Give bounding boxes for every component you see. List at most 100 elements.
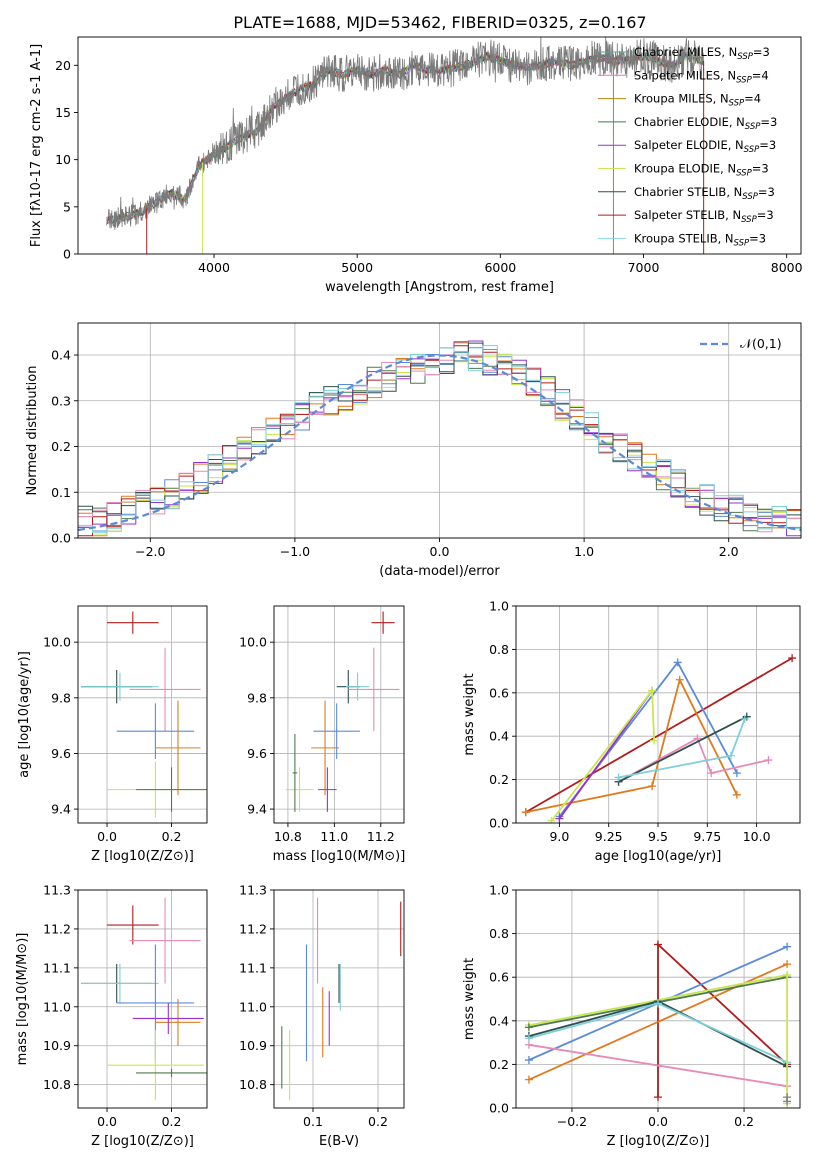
x-axis-label: Z [log10(Z/Z⊙)] bbox=[607, 1134, 710, 1149]
x-tick-label: 0.2 bbox=[162, 1114, 182, 1129]
y-axis-label: Normed distribution bbox=[25, 366, 40, 496]
y-tick-label: 15 bbox=[55, 105, 71, 120]
series-marker bbox=[740, 714, 749, 723]
plot-area bbox=[281, 897, 402, 1101]
x-tick-label: 9.25 bbox=[595, 829, 623, 844]
chart-age-vs-Z: 0.0 0.2 9.4 9.6 9.8 10.0 Z [log10(Z/Z⊙)] age [l… bbox=[17, 605, 208, 864]
series-marker bbox=[524, 1023, 533, 1032]
y-tick-label: 9.8 bbox=[51, 690, 71, 705]
x-tick-label: 6000 bbox=[484, 260, 516, 275]
y-tick-label: 0.6 bbox=[489, 685, 509, 700]
figure-title: PLATE=1688, MJD=53462, FIBERID=0325, z=0… bbox=[233, 13, 646, 32]
x-axis-label: E(B-V) bbox=[319, 1134, 359, 1149]
axes-frame bbox=[77, 605, 208, 824]
series-marker bbox=[654, 999, 662, 1008]
y-tick-label: 20 bbox=[55, 58, 71, 73]
y-tick-label: 0.6 bbox=[489, 970, 509, 985]
y-tick-label: 0.0 bbox=[51, 531, 71, 546]
legend-label: Kroupa MILES, NSSP=4 bbox=[634, 92, 761, 109]
y-tick-label: 0.8 bbox=[489, 926, 509, 941]
legend-label: Salpeter STELIB, NSSP=3 bbox=[634, 208, 774, 225]
plot-area bbox=[285, 611, 400, 812]
legend-label: Chabrier STELIB, NSSP=3 bbox=[634, 185, 775, 202]
y-tick-label: 0.2 bbox=[489, 1057, 509, 1072]
model-line-chabrier_stelib bbox=[106, 51, 704, 224]
y-tick-label: 10.8 bbox=[43, 1077, 71, 1092]
y-tick-label: 11.0 bbox=[43, 999, 71, 1014]
y-tick-label: 10.8 bbox=[239, 1077, 267, 1092]
y-tick-label: 10.0 bbox=[43, 635, 71, 650]
y-tick-label: 11.1 bbox=[239, 960, 267, 975]
axes-frame bbox=[77, 36, 802, 255]
legend-label: Chabrier ELODIE, NSSP=3 bbox=[634, 115, 777, 132]
series-marker bbox=[788, 654, 797, 663]
y-tick-label: 11.3 bbox=[43, 883, 71, 898]
x-tick-label: −1.0 bbox=[280, 544, 310, 559]
plot-area bbox=[521, 654, 797, 823]
x-tick-label: 11.2 bbox=[367, 829, 395, 844]
y-tick-label: 11.0 bbox=[239, 999, 267, 1014]
x-tick-label: 7000 bbox=[628, 260, 660, 275]
axes-frame bbox=[77, 889, 208, 1109]
x-tick-label: 11.0 bbox=[320, 829, 348, 844]
y-tick-label: 0.4 bbox=[51, 348, 71, 363]
y-tick-label: 0.2 bbox=[51, 439, 71, 454]
series-marker bbox=[673, 658, 682, 667]
y-tick-label: 11.2 bbox=[239, 921, 267, 936]
y-tick-label: 0.0 bbox=[489, 816, 509, 831]
series-marker bbox=[707, 769, 716, 778]
y-tick-label: 10 bbox=[55, 152, 71, 167]
x-tick-label: 10.0 bbox=[743, 829, 771, 844]
series-marker bbox=[524, 1056, 533, 1065]
y-tick-label: 0.4 bbox=[489, 729, 509, 744]
y-tick-label: 1.0 bbox=[489, 599, 509, 614]
axes-frame bbox=[273, 605, 405, 824]
series-line bbox=[528, 1043, 788, 1088]
x-tick-label: 10.8 bbox=[274, 829, 302, 844]
normal-curve bbox=[78, 354, 801, 532]
x-tick-label: 0.2 bbox=[734, 1114, 754, 1129]
series-marker bbox=[555, 814, 564, 823]
series-line bbox=[618, 715, 748, 783]
x-tick-label: 0.0 bbox=[97, 1114, 117, 1129]
legend-label: Kroupa ELODIE, NSSP=3 bbox=[634, 162, 769, 179]
y-axis-label: age [log10(age/yr)] bbox=[17, 651, 32, 778]
plot-area bbox=[81, 611, 207, 818]
legend-label: Chabrier MILES, NSSP=3 bbox=[634, 45, 770, 62]
x-axis-label: Z [log10(Z/Z⊙)] bbox=[91, 1134, 194, 1149]
y-tick-label: 10.9 bbox=[43, 1038, 71, 1053]
series-marker bbox=[654, 1093, 662, 1102]
y-tick-label: 11.3 bbox=[239, 883, 267, 898]
chart-spectrum: Chabrier MILES, NSSP=3 Salpeter MILES, NS… bbox=[29, 36, 803, 295]
y-tick-label: 10.9 bbox=[239, 1038, 267, 1053]
histogram-chabrier_stelib bbox=[78, 342, 801, 527]
series-line bbox=[525, 677, 738, 813]
x-axis-label: age [log10(age/yr)] bbox=[595, 849, 722, 864]
x-tick-label: −2.0 bbox=[135, 544, 165, 559]
y-tick-label: 5 bbox=[63, 199, 71, 214]
plot-area bbox=[106, 37, 705, 254]
y-axis-label: mass [log10(M/M⊙)] bbox=[15, 933, 30, 1066]
chart-residuals: 𝒩(0,1) −2.0 −1.0 0.0 1.0 2.0 0.0 0.1 0.2 0.3 0.4 (d… bbox=[25, 322, 802, 579]
y-tick-label: 1.0 bbox=[489, 883, 509, 898]
y-tick-label: 9.6 bbox=[51, 746, 71, 761]
x-tick-label: 0.0 bbox=[97, 829, 117, 844]
y-tick-label: 11.1 bbox=[43, 960, 71, 975]
series-marker bbox=[648, 686, 657, 695]
series-marker bbox=[675, 675, 684, 684]
series-marker bbox=[547, 816, 556, 823]
x-tick-label: 0.2 bbox=[368, 1114, 388, 1129]
x-tick-label: 8000 bbox=[771, 260, 803, 275]
y-tick-label: 0.3 bbox=[51, 393, 71, 408]
legend: Chabrier MILES, NSSP=3 Salpeter MILES, NS… bbox=[598, 45, 777, 248]
series-marker bbox=[524, 1075, 533, 1084]
series-marker bbox=[783, 960, 792, 969]
x-tick-label: 0.1 bbox=[303, 1114, 323, 1129]
legend-label: Salpeter ELODIE, NSSP=3 bbox=[634, 138, 776, 155]
legend-label: Salpeter MILES, NSSP=4 bbox=[634, 68, 769, 85]
x-tick-label: 9.5 bbox=[648, 829, 668, 844]
series-marker bbox=[764, 756, 773, 765]
x-tick-label: 5000 bbox=[341, 260, 373, 275]
series-line bbox=[618, 737, 769, 783]
